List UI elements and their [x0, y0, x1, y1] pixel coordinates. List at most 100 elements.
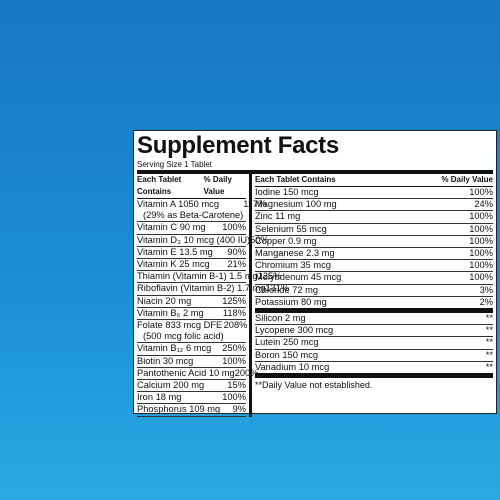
nutrient-cell: Lutein 250 mcg — [255, 337, 486, 348]
nutrient-cell: Riboflavin (Vitamin B-2) 1.7 mg — [137, 283, 266, 294]
nutrient-cell: Chloride 72 mg — [255, 285, 480, 296]
nutrient-row: Zinc 11 mg 100% — [255, 211, 493, 224]
nutrient-name: Copper 0.9 mg — [255, 235, 317, 246]
nutrient-name: Lutein 250 mcg — [255, 337, 319, 348]
nutrient-name: Vitamin A 1050 mcg — [137, 199, 220, 209]
header-name: Each Tablet Contains — [137, 175, 182, 196]
nutrient-row: Phosphorus 109 mg 9% — [137, 404, 246, 417]
nutrient-name: Vitamin C 90 mg — [137, 222, 206, 233]
daily-value: ** — [485, 361, 493, 372]
footnote: **Daily Value not established. — [255, 380, 373, 391]
nutrient-row: Vitamin B₁₂ 6 mcg 250% — [137, 343, 246, 356]
nutrient-name: Vitamin D₃ 10 mcg (400 IU) — [137, 234, 251, 245]
daily-value: 125% — [222, 295, 246, 306]
header-name: Each Tablet Contains — [255, 175, 336, 184]
daily-value: 131% — [265, 283, 290, 294]
nutrient-name: Riboflavin (Vitamin B-2) 1.7 mg — [137, 283, 266, 294]
nutrient-cell: Copper 0.9 mg — [255, 236, 469, 247]
daily-value: 2% — [479, 296, 493, 307]
daily-value: ** — [485, 313, 493, 324]
nutrient-name: Biotin 30 mcg — [137, 355, 194, 366]
daily-value: 118% — [222, 307, 246, 318]
nutrient-cell: Lycopene 300 mcg — [255, 325, 486, 336]
nutrient-row: Vitamin E 13.5 mg 90% — [137, 246, 246, 260]
nutrient-row: Chromium 35 mcg 100% — [255, 260, 493, 273]
nutrient-name: Boron 150 mcg — [255, 349, 319, 360]
nutrient-name: Vitamin B₁₂ 6 mcg — [137, 343, 212, 354]
daily-value: 50% — [250, 234, 269, 245]
nutrient-cell: Niacin 20 mg — [137, 296, 222, 307]
daily-value: 125% — [257, 271, 282, 282]
nutrient-name: Vanadium 10 mcg — [255, 361, 330, 372]
nutrient-row: Thiamin (Vitamin B-1) 1.5 mg 125% — [137, 271, 282, 284]
nutrient-cell: Vitamin K 25 mcg — [137, 259, 227, 270]
nutrient-name: Chromium 35 mcg — [255, 260, 331, 271]
nutrient-name: Thiamin (Vitamin B-1) 1.5 mg — [137, 271, 258, 282]
nutrient-row: Chloride 72 mg 3% — [255, 285, 493, 297]
nutrient-cell: Vanadium 10 mcg — [255, 362, 486, 373]
daily-value: ** — [485, 325, 493, 336]
daily-value: 90% — [227, 246, 246, 257]
nutrient-cell: Iodine 150 mcg — [255, 187, 469, 198]
columns: Each Tablet Contains % Daily Value Vitamin… — [137, 174, 493, 417]
header-dv: % Daily Value — [203, 175, 232, 196]
daily-value: 100% — [222, 222, 246, 233]
nutrient-cell: Silicon 2 mg — [255, 313, 486, 324]
nutrient-cell: Selenium 55 mcg — [255, 224, 469, 235]
column-header: Each Tablet Contains % Daily Value — [137, 174, 246, 199]
nutrient-name: Vitamin K 25 mcg — [137, 259, 210, 270]
nutrient-cell: Pantothenic Acid 10 mg — [137, 368, 235, 379]
nutrient-name: Manganese 2.3 mg — [255, 248, 335, 259]
daily-value: 100% — [469, 235, 493, 246]
nutrient-cell: Vitamin E 13.5 mg — [137, 247, 227, 258]
daily-value: 100% — [469, 260, 493, 271]
nutrient-row: Riboflavin (Vitamin B-2) 1.7 mg 131% — [137, 283, 289, 296]
nutrient-row: Iron 18 mg 100% — [137, 392, 246, 405]
nutrient-row: Molybdenum 45 mcg 100% — [255, 272, 493, 285]
nutrient-cell: Phosphorus 109 mg — [137, 404, 233, 415]
nutrient-row: Manganese 2.3 mg 100% — [255, 248, 493, 261]
nutrient-cell: Vitamin C 90 mg — [137, 222, 222, 233]
daily-value: 200% — [234, 367, 259, 378]
daily-value: 100% — [222, 392, 246, 403]
nutrient-row: Pantothenic Acid 10 mg 200% — [137, 368, 258, 381]
daily-value: 3% — [479, 284, 493, 295]
nutrient-cell: Thiamin (Vitamin B-1) 1.5 mg — [137, 271, 258, 282]
daily-value: 100% — [469, 211, 493, 222]
right-column: Each Tablet Contains % Daily Value Iodine … — [252, 174, 493, 417]
nutrient-cell: Vitamin B₆ 2 mg — [137, 308, 223, 319]
daily-value: 100% — [469, 248, 493, 259]
nutrient-row: Biotin 30 mcg 100% — [137, 356, 246, 368]
daily-value: 117% — [243, 199, 267, 209]
nutrient-row: Vitamin A 1050 mcg (29% as Beta-Carotene)… — [137, 199, 266, 223]
column-header: Each Tablet Contains % Daily Value — [255, 174, 493, 187]
nutrient-row: Lycopene 300 mcg ** — [255, 325, 493, 338]
nutrient-cell: Iron 18 mg — [137, 392, 222, 403]
daily-value: 21% — [227, 259, 246, 270]
nutrient-name: Phosphorus 109 mg — [137, 404, 221, 415]
nutrient-row: Magnesium 100 mg 24% — [255, 199, 493, 212]
header-dv: % Daily Value — [441, 175, 493, 184]
nutrient-row: Niacin 20 mg 125% — [137, 296, 246, 308]
daily-value: 100% — [222, 355, 246, 366]
nutrient-name: Folate 833 mcg DFE — [137, 320, 223, 331]
daily-value: 100% — [469, 187, 493, 197]
nutrient-cell: Vitamin D₃ 10 mcg (400 IU) — [137, 235, 250, 246]
nutrient-row: Silicon 2 mg ** — [255, 313, 493, 326]
nutrient-row: Calcium 200 mg 15% — [137, 380, 246, 393]
nutrient-row: Vitamin C 90 mg 100% — [137, 222, 246, 235]
nutrient-row: Vanadium 10 mcg ** — [255, 361, 493, 379]
nutrient-cell: Boron 150 mcg — [255, 350, 486, 361]
daily-value: 250% — [222, 343, 246, 354]
daily-value: ** — [485, 337, 493, 348]
nutrient-name: Silicon 2 mg — [255, 313, 306, 324]
nutrient-row: Vitamin B₆ 2 mg 118% — [137, 307, 246, 321]
nutrient-name: Iodine 150 mcg — [255, 187, 319, 197]
nutrient-row: Copper 0.9 mg 100% — [255, 235, 493, 249]
nutrient-cell: Vitamin A 1050 mcg (29% as Beta-Carotene) — [137, 199, 243, 221]
daily-value: 9% — [232, 404, 246, 415]
nutrient-row: Boron 150 mcg ** — [255, 350, 493, 362]
supplement-label: Supplement Facts Serving Size 1 Tablet E… — [133, 130, 497, 417]
nutrient-row: Lutein 250 mcg ** — [255, 337, 493, 350]
